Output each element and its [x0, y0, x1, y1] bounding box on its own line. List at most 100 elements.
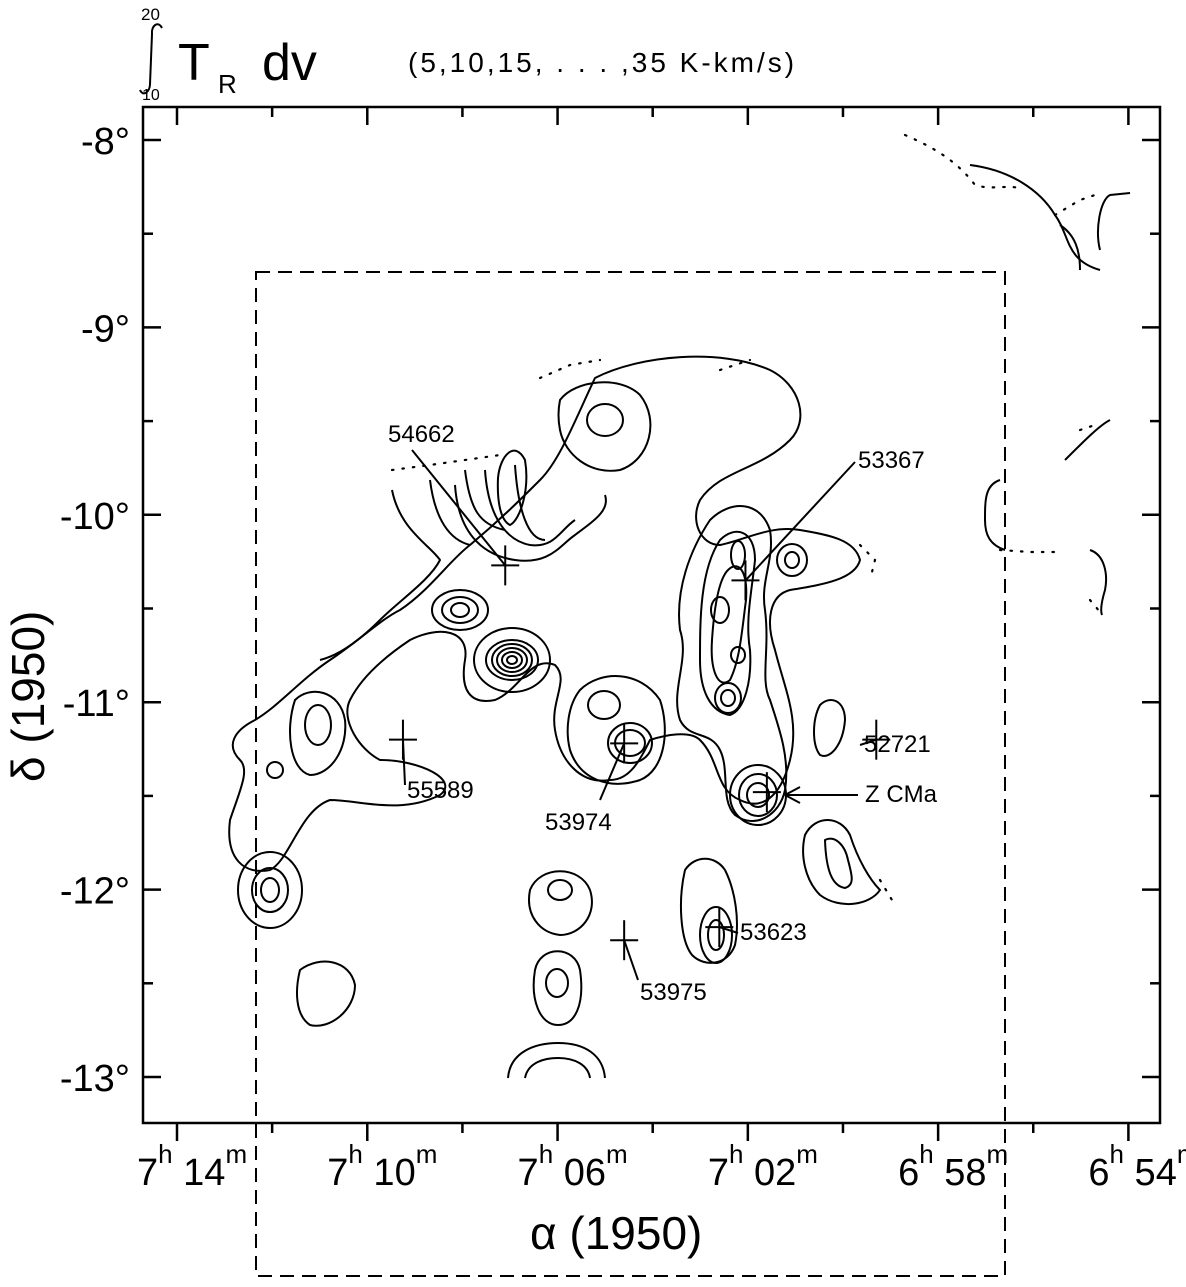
source-leader: [718, 926, 739, 934]
source-markers: 54662 53367 55589 53974 52721 Z CMa 53623 53975: [388, 421, 938, 1006]
title-integral-upper: 20: [141, 5, 160, 24]
contour-55589-1: [289, 690, 347, 776]
source-leader: [744, 461, 856, 582]
x-tick-label: 7h 06m: [518, 1139, 628, 1194]
contour-53623-2: [699, 906, 733, 964]
contour-south-3-outer: [507, 1042, 606, 1079]
title-levels: (5,10,15, . . . ,35 K-km/s): [408, 47, 797, 78]
x-tick-hours: 6: [1088, 1152, 1109, 1194]
contour-east-edge: [984, 419, 1111, 616]
source-label: 53975: [640, 979, 707, 1006]
x-tick-minutes: 06: [553, 1152, 606, 1194]
contour-dense-4: [496, 647, 528, 673]
source-label: 53367: [858, 447, 925, 474]
source-label: 54662: [388, 421, 455, 448]
contour-ridge-peak-d-2: [720, 689, 736, 707]
contour-53974-2: [587, 690, 621, 720]
source-label: 53974: [545, 809, 612, 836]
axis-ticks: [143, 107, 1160, 1141]
contour-ridge-3: [710, 565, 748, 684]
x-tick-m-sup: m: [987, 1139, 1009, 1169]
integral-sign: [139, 23, 163, 95]
contour-peak-a-1: [431, 589, 489, 631]
x-tick-minutes: 58: [934, 1152, 987, 1194]
contour-arm-nw: [319, 469, 506, 661]
contour-dotted-e4: [1088, 598, 1102, 614]
x-tick-minutes: 02: [743, 1152, 796, 1194]
contour-53623-3: [707, 919, 725, 951]
contour-dotted-ne: [903, 133, 1022, 190]
x-tick-m-sup: m: [606, 1139, 628, 1169]
zcma-arrow-head: [784, 786, 801, 804]
x-tick-minutes: 54: [1124, 1152, 1177, 1194]
title: 20 10 T R dv (5,10,15, . . . ,35 K-km/s): [139, 5, 797, 104]
x-tick-hours: 7: [708, 1152, 729, 1194]
contour-south-1-inner: [547, 879, 573, 901]
contour-55589-2: [304, 704, 332, 746]
source-label: 53623: [740, 919, 807, 946]
contour-east-lower-1: [802, 819, 881, 906]
x-tick-label: 7h 02m: [708, 1139, 818, 1194]
contour-small-left: [266, 761, 284, 779]
contour-peak-a-2: [441, 596, 479, 624]
contour-small-east-inner: [784, 551, 800, 569]
contour-ridge-peak-d-1: [714, 682, 742, 714]
x-tick-minutes: 10: [363, 1152, 416, 1194]
contour-dense-2: [485, 639, 539, 681]
contour-blob-upper-mid: [496, 449, 528, 526]
contour-zcma-2: [738, 773, 778, 817]
x-tick-hours: 7: [327, 1152, 348, 1194]
survey-region-box: [255, 271, 1006, 1277]
contour-south-3-inner: [524, 1057, 591, 1079]
x-tick-m-sup: m: [796, 1139, 818, 1169]
y-tick-label: -13°: [60, 1058, 130, 1100]
source-leader: [401, 739, 406, 786]
contour-peak-a-3: [450, 602, 470, 618]
contour-outer-envelope: [228, 355, 861, 872]
x-tick-m-sup: m: [225, 1139, 247, 1169]
contour-east-lower-2: [824, 837, 853, 889]
contour-dotted-e3: [1078, 423, 1097, 432]
contour-sw-1: [237, 851, 303, 929]
contour-dotted-e2: [998, 548, 1062, 554]
contours: [228, 133, 1131, 1079]
source-leader: [623, 939, 639, 981]
source-leader: [599, 743, 626, 801]
y-tick-labels: -8° -9° -10° -11° -12° -13°: [60, 121, 130, 1100]
x-tick-m-sup: m: [416, 1139, 438, 1169]
contour-ne-1: [969, 164, 1101, 271]
contour-dotted-ne-2: [1053, 193, 1097, 217]
contour-dense-5: [501, 651, 523, 669]
source-leader: [859, 738, 877, 746]
contour-dense-1: [473, 627, 551, 693]
x-tick-label: 6h 54m: [1088, 1139, 1186, 1194]
x-tick-minutes: 14: [173, 1152, 226, 1194]
contour-south-2-inner: [545, 968, 569, 998]
source-leader: [411, 449, 507, 567]
x-tick-h-sup: h: [919, 1139, 933, 1169]
contour-ridge-peak-a: [730, 540, 746, 570]
contour-sw-lower: [296, 960, 356, 1027]
contour-sw-3: [260, 877, 280, 903]
contour-53974-3: [607, 722, 653, 764]
contour-zcma-3: [746, 782, 770, 808]
contour-ridge-2: [699, 530, 756, 716]
x-tick-hours: 6: [898, 1152, 919, 1194]
plot-frame: [141, 105, 1162, 1125]
contour-small-east: [776, 543, 808, 577]
contour-ridge-54662: [454, 464, 607, 562]
contour-ne-2: [1059, 192, 1131, 271]
title-integral-lower: 10: [142, 87, 160, 104]
x-tick-label: 7h 10m: [327, 1139, 437, 1194]
x-tick-h-sup: h: [158, 1139, 172, 1169]
contour-53623-1: [679, 857, 738, 964]
contour-ridge-peak-b: [710, 596, 730, 624]
contour-ridge-peak-c: [730, 646, 746, 664]
contour-dotted-e: [858, 543, 877, 582]
x-tick-hours: 7: [137, 1152, 158, 1194]
contour-sw-2: [251, 867, 289, 913]
contour-blob-north: [557, 381, 652, 472]
contour-52721: [813, 699, 846, 757]
title-expr-tail: dv: [262, 34, 317, 92]
y-tick-label: -10°: [60, 496, 130, 538]
